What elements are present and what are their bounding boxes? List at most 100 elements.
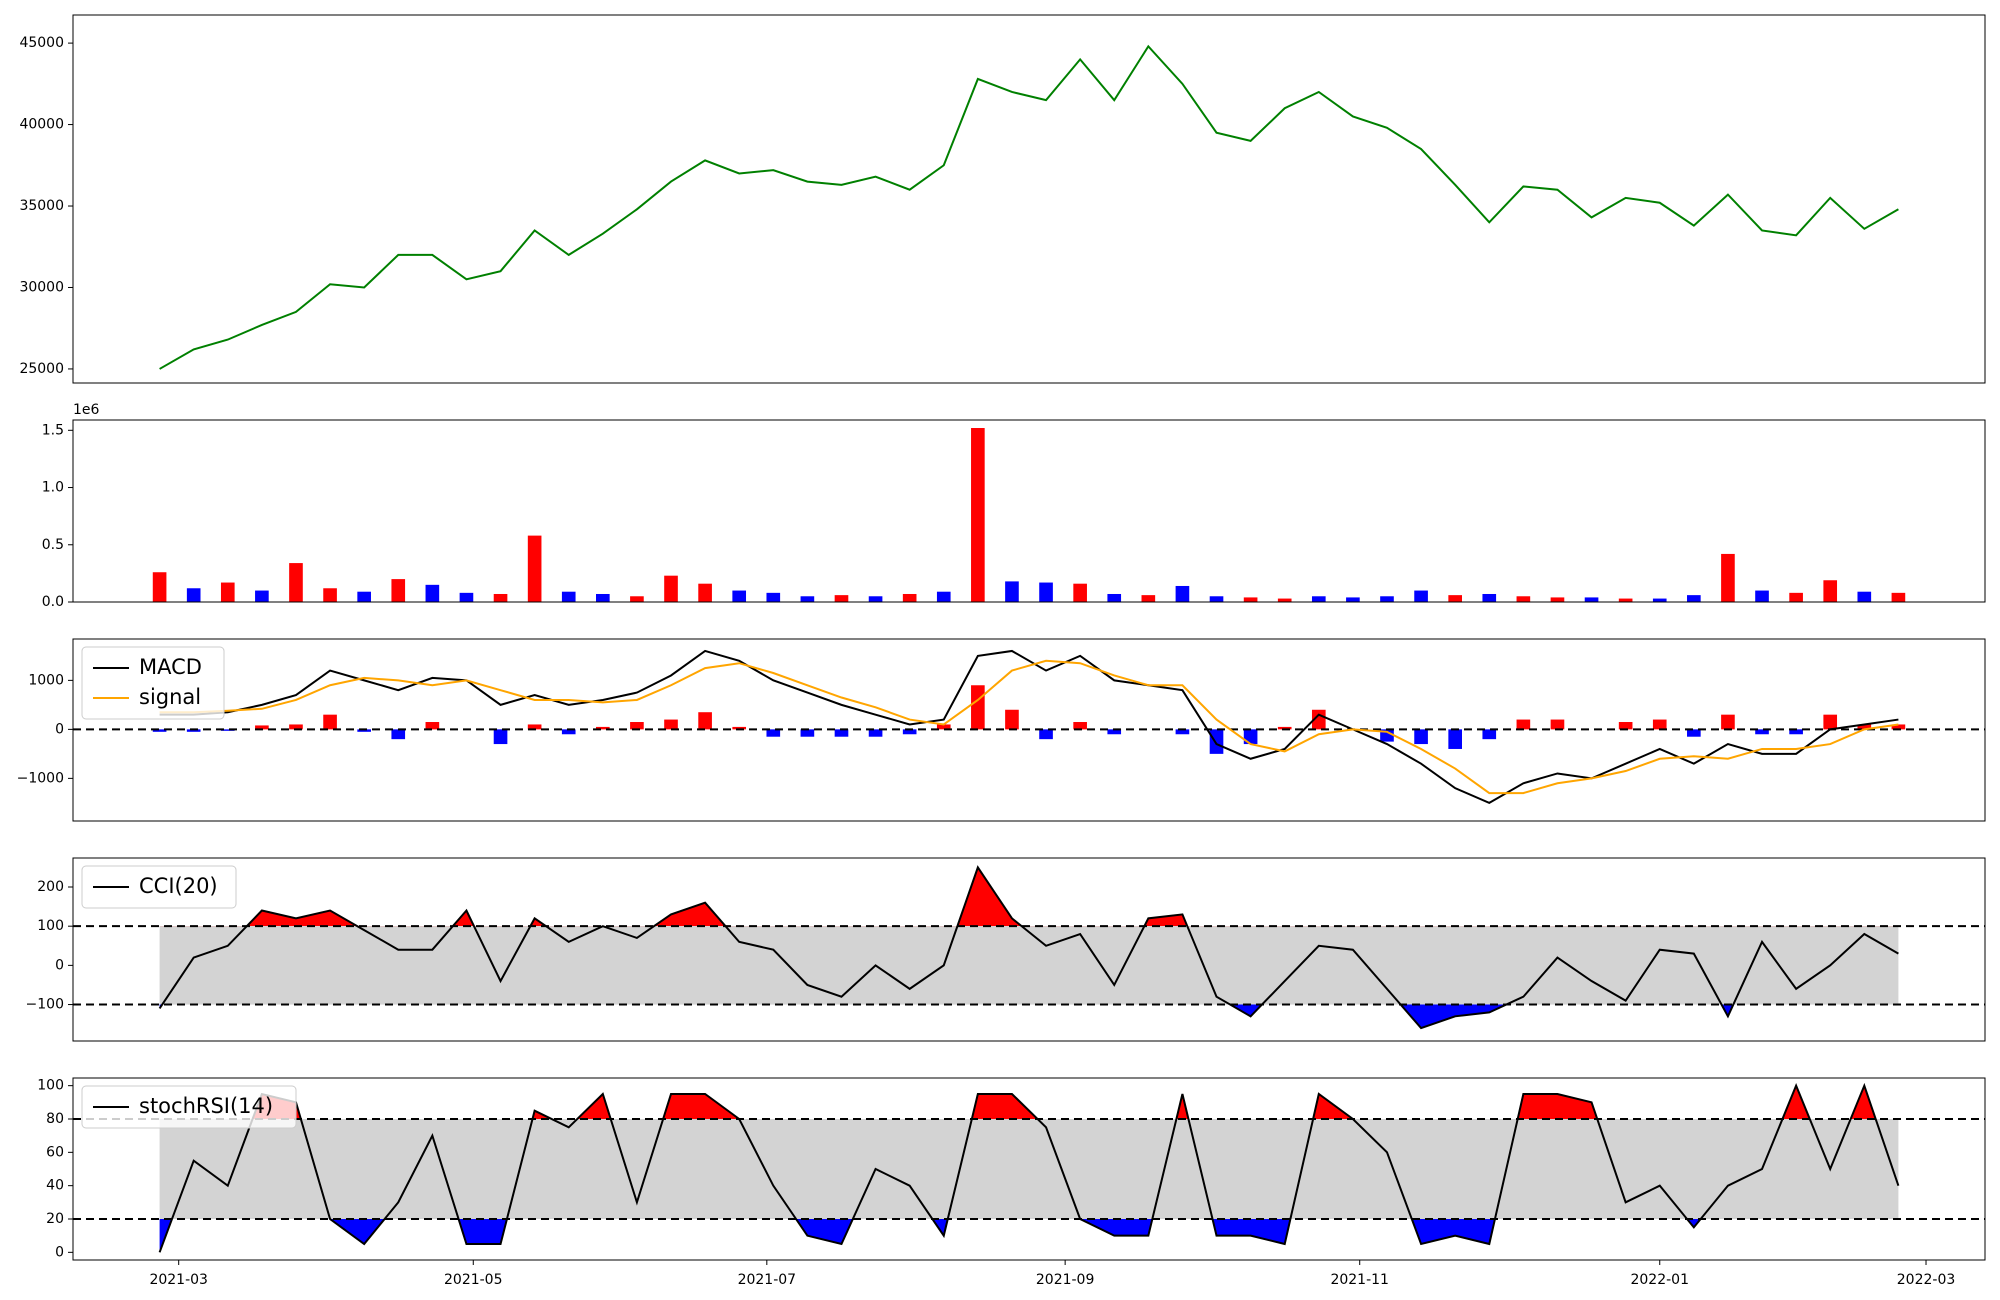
histogram-bar [766,729,781,737]
panel-frame [72,419,1986,603]
x-tick-label: 2021-03 [149,1272,208,1288]
histogram-bar [868,729,883,737]
histogram-bar [1516,719,1531,730]
overbought-fill [159,1085,1899,1119]
panel-frame [72,857,1986,1042]
y-tick-label: 0 [55,721,64,737]
volume-bar [459,592,474,602]
histogram-bar [493,729,508,745]
histogram-bar [1209,729,1224,754]
legend-label: MACD [139,655,202,679]
histogram-bar [1652,719,1667,730]
histogram-bar [698,712,712,730]
legend-box [81,1085,297,1129]
panel-frame [72,638,1986,822]
y-tick-label: −100 [26,997,64,1013]
volume-bar [1141,595,1156,602]
volume-bar [1789,592,1803,602]
x-tick-label: 2022-01 [1630,1272,1689,1288]
legend-box [81,646,225,720]
y-tick-label: 45000 [19,35,64,51]
histogram-bar [1311,709,1326,730]
histogram-bar [800,729,815,737]
volume-bar [1516,596,1531,602]
x-tick-label: 2021-11 [1330,1272,1389,1288]
volume-bar [1482,593,1497,602]
histogram-bar [357,729,371,732]
y-tick-label: 25000 [19,361,64,377]
x-tick-label: 2021-07 [738,1272,797,1288]
volume-bar [323,588,337,602]
histogram-bar [1823,714,1838,730]
volume-bar [1823,580,1838,602]
histogram-bar [664,719,678,730]
histogram-bar [1175,729,1190,735]
histogram-bar [630,722,644,730]
y-tick-label: 0.5 [42,537,64,553]
histogram-bar [1550,719,1565,730]
histogram-bar [732,726,747,730]
volume-bar [391,579,406,602]
legend-label: CCI(20) [139,874,218,898]
volume-bar [1618,598,1633,602]
volume-bar [1652,598,1667,602]
histogram-bar [902,729,917,735]
volume-bar [357,591,371,602]
volume-bar [425,584,440,602]
volume-bar [289,563,303,602]
volume-bar [732,590,747,602]
y-tick-label: 200 [37,879,64,895]
y-tick-label: 100 [37,918,64,934]
volume-bar [1448,595,1462,602]
volume-bar [220,582,235,602]
y-tick-label: 0.0 [42,594,64,610]
histogram-bar [936,724,951,730]
histogram-bar [1482,729,1497,740]
y-tick-label: 20 [46,1211,64,1227]
volume-bar [664,575,678,602]
y-tick-label: 1.0 [42,480,64,496]
volume-bar [834,595,849,602]
legend-label: signal [139,685,201,709]
volume-bar [561,591,576,602]
volume-bar [1891,592,1906,602]
volume-bar [868,596,883,602]
volume-bar [766,592,781,602]
indicator-line [159,659,1899,795]
y-tick-label: 35000 [19,198,64,214]
histogram-bar [1755,729,1769,735]
histogram-bar [561,729,576,735]
oversold-fill [159,1219,1899,1253]
indicator-line [159,649,1899,804]
volume-bar [1346,597,1360,602]
panel-frame [72,1077,1986,1261]
histogram-bar [255,725,269,730]
volume-bar [971,428,985,602]
volume-bar [1243,597,1258,602]
y-tick-label: −1000 [17,770,64,786]
volume-bar [1039,582,1053,602]
histogram-bar [1891,724,1906,730]
volume-bar [493,593,508,602]
y-tick-label: 40 [46,1178,64,1194]
histogram-bar [152,729,167,732]
histogram-bar [1005,709,1019,730]
price-line [159,44,1899,370]
volume-bar [1005,581,1019,602]
neutral-band [159,926,1899,1005]
histogram-bar [596,726,610,730]
volume-bar [630,596,644,602]
volume-bar [1073,583,1087,602]
histogram-bar [1448,729,1462,749]
x-tick-label: 2022-03 [1897,1272,1956,1288]
y-tick-label: 40000 [19,117,64,133]
legend-box [81,865,237,909]
histogram-bar [323,714,337,730]
histogram-bar [834,729,849,737]
y-tick-label: 100 [37,1078,64,1094]
histogram-bar [971,685,985,730]
volume-bar [255,590,269,602]
volume-bar [1107,593,1122,602]
volume-bar [800,596,815,602]
